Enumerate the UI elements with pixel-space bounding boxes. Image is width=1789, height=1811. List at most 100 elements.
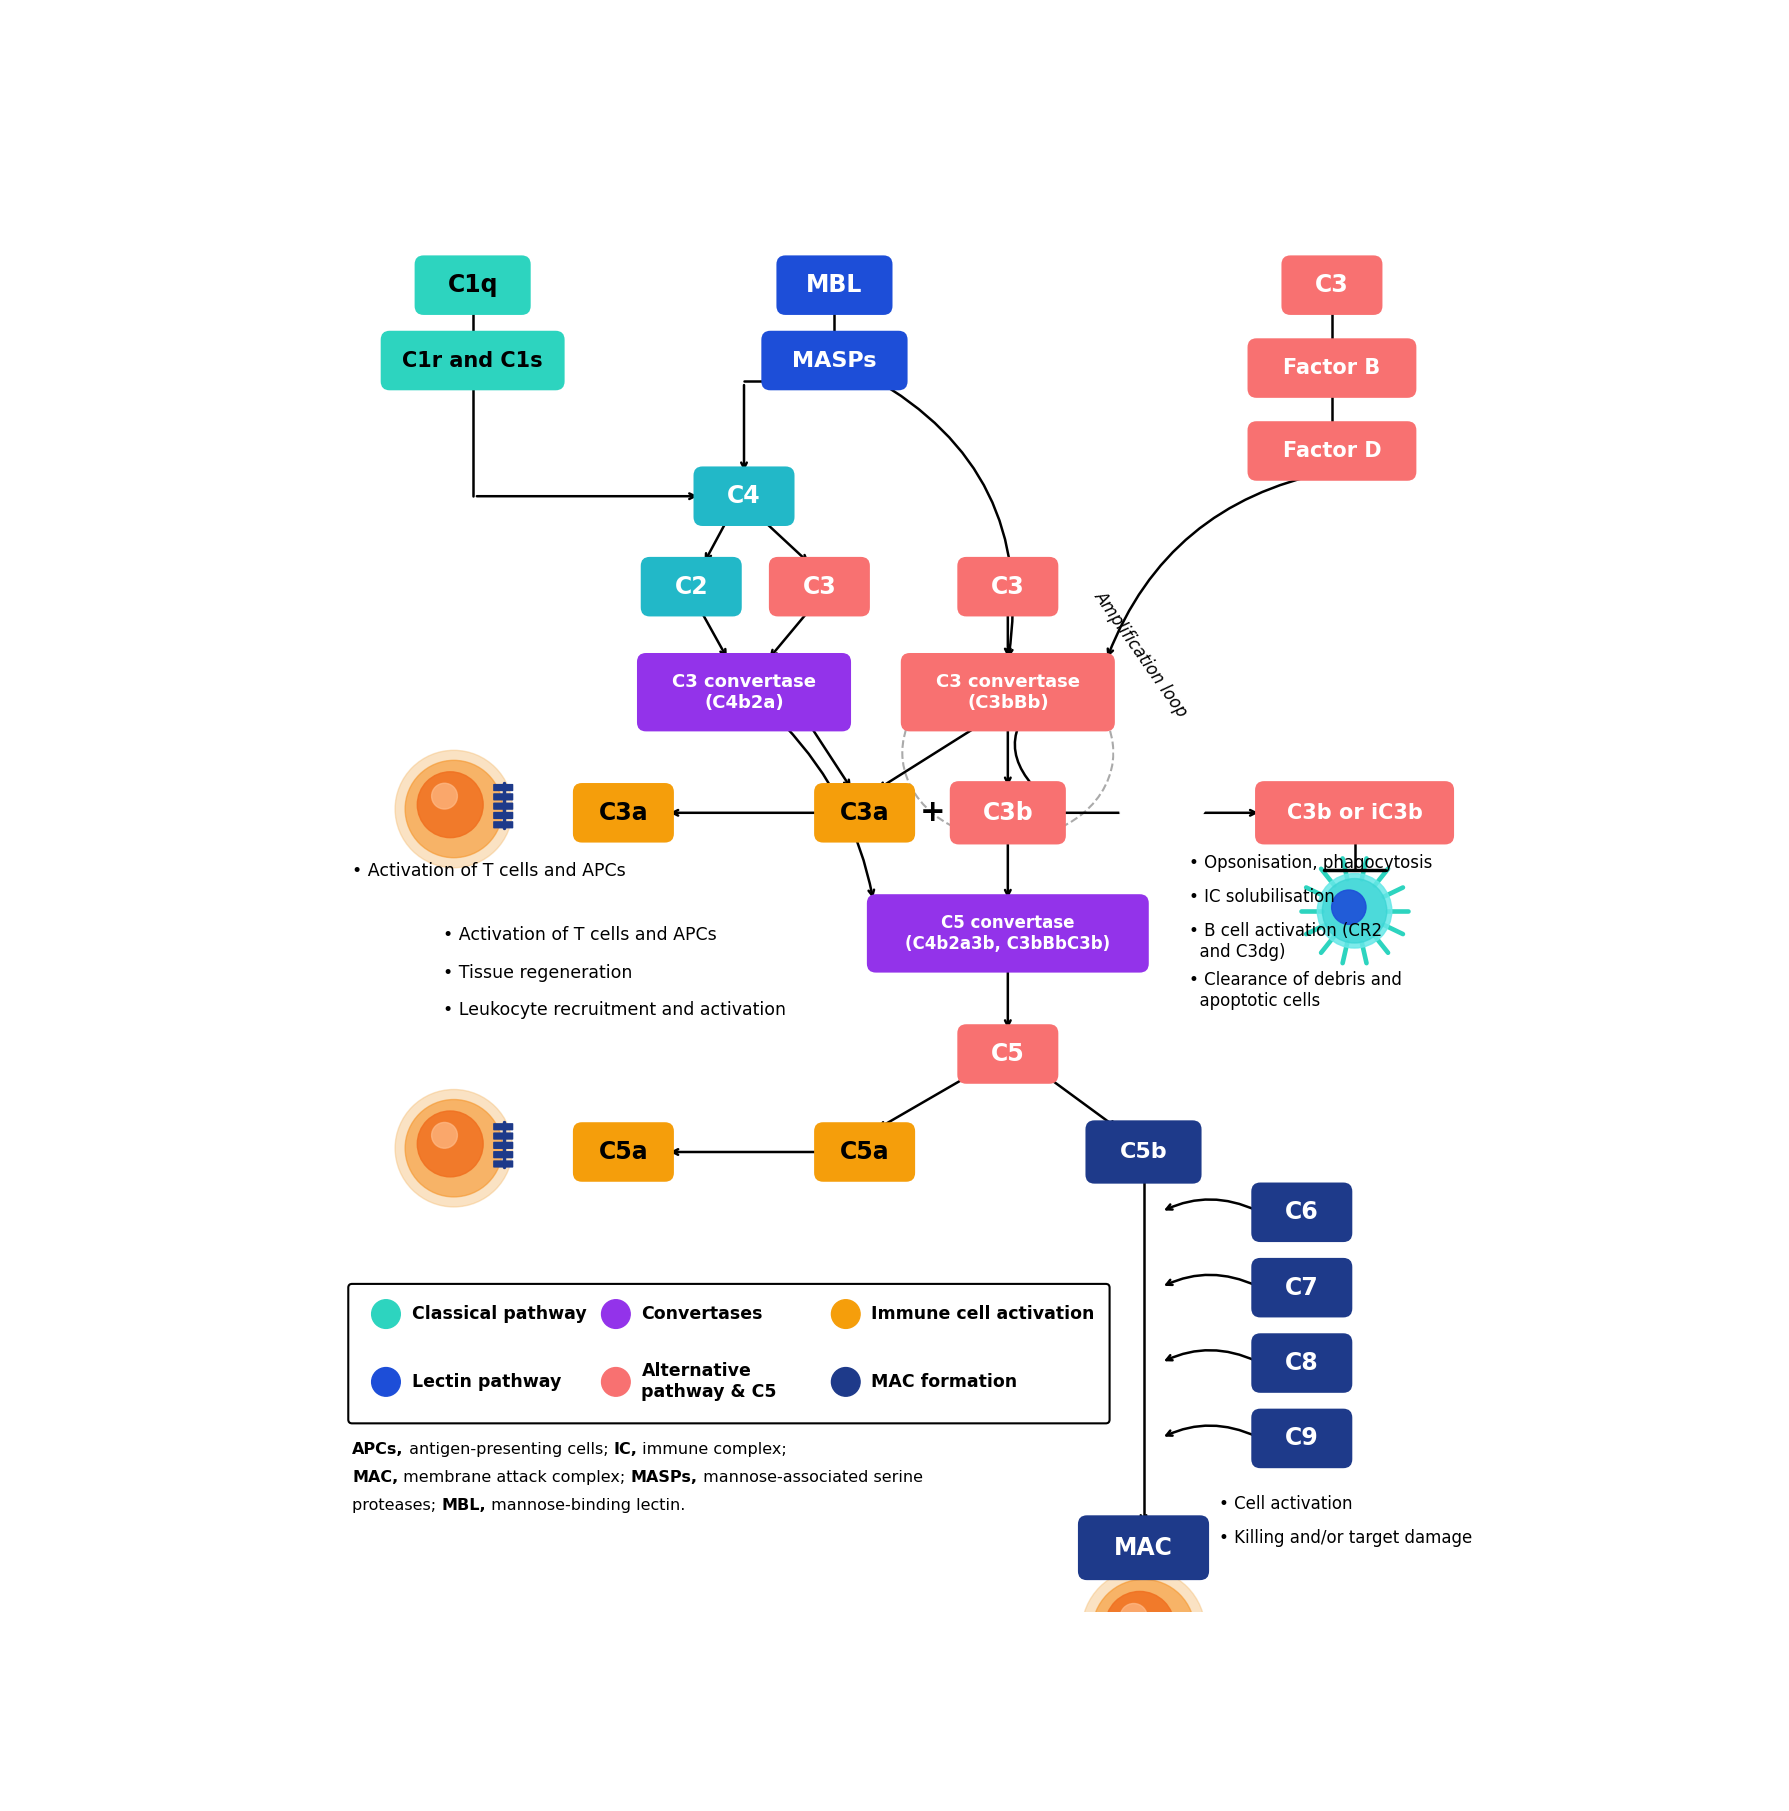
Text: +: + — [920, 799, 945, 828]
Text: C3a: C3a — [839, 800, 889, 824]
Text: C3 convertase
(C3bBb): C3 convertase (C3bBb) — [936, 674, 1079, 712]
Circle shape — [1091, 1579, 1193, 1682]
FancyBboxPatch shape — [415, 255, 530, 315]
Text: IC,: IC, — [614, 1442, 637, 1458]
FancyBboxPatch shape — [1251, 1183, 1351, 1242]
Text: MAC formation: MAC formation — [871, 1373, 1016, 1391]
Text: MAC,: MAC, — [352, 1471, 399, 1485]
FancyBboxPatch shape — [1077, 1516, 1208, 1581]
Text: Lectin pathway: Lectin pathway — [411, 1373, 560, 1391]
FancyBboxPatch shape — [494, 1132, 513, 1139]
Text: • Activation of T cells and APCs: • Activation of T cells and APCs — [352, 862, 626, 880]
Text: mannose-binding lectin.: mannose-binding lectin. — [485, 1498, 685, 1512]
FancyBboxPatch shape — [494, 811, 513, 819]
Circle shape — [1104, 1592, 1174, 1661]
Text: Factor D: Factor D — [1283, 442, 1381, 462]
FancyBboxPatch shape — [494, 820, 513, 828]
Text: Classical pathway: Classical pathway — [411, 1306, 587, 1324]
Text: C3 convertase
(C4b2a): C3 convertase (C4b2a) — [671, 674, 816, 712]
FancyBboxPatch shape — [1251, 1409, 1351, 1469]
FancyBboxPatch shape — [572, 1123, 673, 1183]
Text: C5 convertase
(C4b2a3b, C3bBbC3b): C5 convertase (C4b2a3b, C3bBbC3b) — [905, 915, 1109, 953]
Circle shape — [1331, 889, 1365, 924]
Text: Amplification loop: Amplification loop — [1090, 589, 1191, 721]
Wedge shape — [1115, 647, 1222, 858]
FancyBboxPatch shape — [1247, 422, 1415, 480]
FancyBboxPatch shape — [381, 331, 564, 391]
FancyBboxPatch shape — [494, 1141, 513, 1148]
FancyBboxPatch shape — [1254, 781, 1453, 844]
FancyBboxPatch shape — [814, 782, 914, 842]
Circle shape — [431, 1123, 458, 1148]
Text: C8: C8 — [1285, 1351, 1318, 1375]
FancyBboxPatch shape — [494, 1161, 513, 1168]
Text: • Opsonisation, phagocytosis: • Opsonisation, phagocytosis — [1188, 855, 1431, 873]
Text: C1r and C1s: C1r and C1s — [403, 351, 542, 371]
Text: mannose-associated serine: mannose-associated serine — [698, 1471, 921, 1485]
Text: • Clearance of debris and
  apoptotic cells: • Clearance of debris and apoptotic cell… — [1188, 971, 1401, 1011]
FancyBboxPatch shape — [1247, 339, 1415, 398]
Circle shape — [372, 1300, 401, 1329]
Circle shape — [830, 1367, 859, 1396]
Circle shape — [601, 1300, 630, 1329]
Text: MASPs,: MASPs, — [630, 1471, 698, 1485]
Text: C9: C9 — [1285, 1427, 1318, 1451]
FancyBboxPatch shape — [640, 558, 741, 616]
Text: • Tissue regeneration: • Tissue regeneration — [442, 963, 632, 982]
Text: C6: C6 — [1285, 1201, 1318, 1224]
Text: C5: C5 — [991, 1041, 1023, 1067]
FancyBboxPatch shape — [1084, 1121, 1200, 1184]
Text: • Leukocyte recruitment and activation: • Leukocyte recruitment and activation — [442, 1001, 785, 1020]
Circle shape — [1120, 1603, 1147, 1630]
Text: proteases;: proteases; — [352, 1498, 442, 1512]
Circle shape — [395, 1090, 512, 1206]
FancyBboxPatch shape — [950, 781, 1064, 844]
Text: C2: C2 — [674, 574, 708, 599]
Text: MASPs: MASPs — [793, 351, 877, 371]
Text: immune complex;: immune complex; — [637, 1442, 787, 1458]
FancyBboxPatch shape — [900, 654, 1115, 732]
FancyBboxPatch shape — [866, 895, 1149, 973]
Circle shape — [601, 1367, 630, 1396]
Text: MAC: MAC — [1113, 1536, 1172, 1559]
Text: MBL: MBL — [805, 273, 862, 297]
Text: antigen-presenting cells;: antigen-presenting cells; — [403, 1442, 614, 1458]
Circle shape — [404, 1099, 503, 1197]
Text: Convertases: Convertases — [640, 1306, 762, 1324]
Text: C4: C4 — [726, 484, 760, 509]
Text: C7: C7 — [1285, 1275, 1318, 1300]
Circle shape — [417, 771, 483, 838]
FancyBboxPatch shape — [957, 558, 1057, 616]
FancyBboxPatch shape — [769, 558, 869, 616]
Text: C3a: C3a — [598, 800, 648, 824]
Text: • Killing and/or target damage: • Killing and/or target damage — [1218, 1528, 1471, 1547]
Text: C5b: C5b — [1120, 1143, 1166, 1163]
Circle shape — [1322, 878, 1386, 944]
FancyBboxPatch shape — [814, 1123, 914, 1183]
FancyBboxPatch shape — [494, 793, 513, 800]
Text: C5a: C5a — [598, 1139, 648, 1164]
Text: • B cell activation (CR2
  and C3dg): • B cell activation (CR2 and C3dg) — [1188, 922, 1381, 962]
Circle shape — [1081, 1568, 1204, 1693]
Text: • Cell activation: • Cell activation — [1218, 1494, 1352, 1512]
FancyBboxPatch shape — [692, 467, 794, 525]
Text: Immune cell activation: Immune cell activation — [871, 1306, 1095, 1324]
FancyBboxPatch shape — [572, 782, 673, 842]
Circle shape — [372, 1367, 401, 1396]
FancyBboxPatch shape — [637, 654, 850, 732]
FancyBboxPatch shape — [494, 802, 513, 810]
Text: • IC solubilisation: • IC solubilisation — [1188, 887, 1335, 906]
Text: C3b: C3b — [982, 800, 1032, 824]
Circle shape — [395, 750, 512, 867]
Circle shape — [404, 761, 503, 858]
FancyBboxPatch shape — [1251, 1333, 1351, 1393]
Text: C3: C3 — [1315, 273, 1349, 297]
FancyBboxPatch shape — [494, 1123, 513, 1130]
Text: Factor B: Factor B — [1283, 359, 1379, 378]
Text: C3: C3 — [801, 574, 835, 599]
Text: APCs,: APCs, — [352, 1442, 403, 1458]
Text: MBL,: MBL, — [442, 1498, 485, 1512]
FancyBboxPatch shape — [776, 255, 893, 315]
FancyBboxPatch shape — [1281, 255, 1381, 315]
Text: • Activation of T cells and APCs: • Activation of T cells and APCs — [442, 925, 716, 944]
